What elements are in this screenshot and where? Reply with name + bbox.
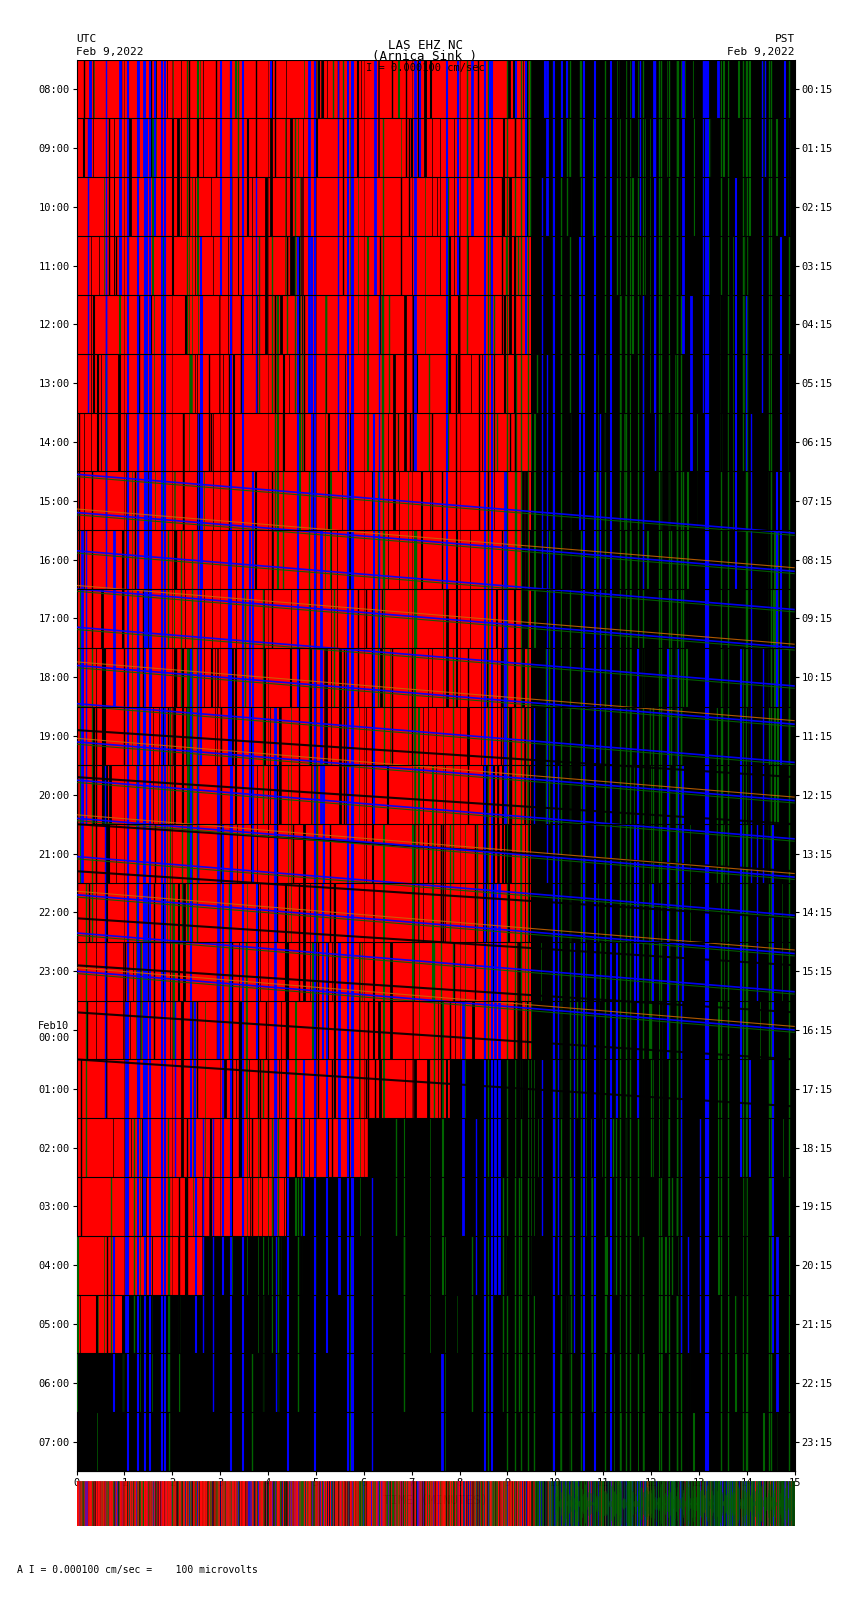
- Bar: [76, 1000, 531, 1060]
- Text: (Arnica Sink ): (Arnica Sink ): [372, 50, 478, 63]
- Bar: [76, 531, 531, 589]
- Bar: [76, 1295, 122, 1353]
- Bar: [76, 706, 531, 766]
- Text: I = 0.000100 cm/sec: I = 0.000100 cm/sec: [366, 63, 484, 73]
- Text: PST: PST: [774, 34, 795, 44]
- Text: Feb 9,2022: Feb 9,2022: [76, 47, 144, 56]
- Bar: [76, 1118, 368, 1177]
- Bar: [76, 824, 531, 882]
- Text: Feb 9,2022: Feb 9,2022: [728, 47, 795, 56]
- Bar: [76, 589, 531, 648]
- Bar: [76, 413, 531, 471]
- Bar: [76, 1236, 204, 1295]
- Bar: [76, 118, 531, 177]
- Text: A I = 0.000100 cm/sec =    100 microvolts: A I = 0.000100 cm/sec = 100 microvolts: [17, 1565, 258, 1574]
- Bar: [76, 353, 531, 413]
- Bar: [76, 1177, 286, 1236]
- Bar: [76, 942, 531, 1000]
- Bar: [76, 1060, 450, 1118]
- Bar: [76, 471, 531, 531]
- Bar: [76, 60, 531, 118]
- Bar: [76, 177, 531, 235]
- Text: UTC: UTC: [76, 34, 97, 44]
- Bar: [76, 648, 531, 706]
- Bar: [76, 235, 531, 295]
- Text: LAS EHZ NC: LAS EHZ NC: [388, 39, 462, 52]
- Bar: [76, 295, 531, 353]
- X-axis label: TIME (MINUTES): TIME (MINUTES): [383, 1494, 488, 1507]
- Bar: [76, 882, 531, 942]
- Bar: [76, 766, 531, 824]
